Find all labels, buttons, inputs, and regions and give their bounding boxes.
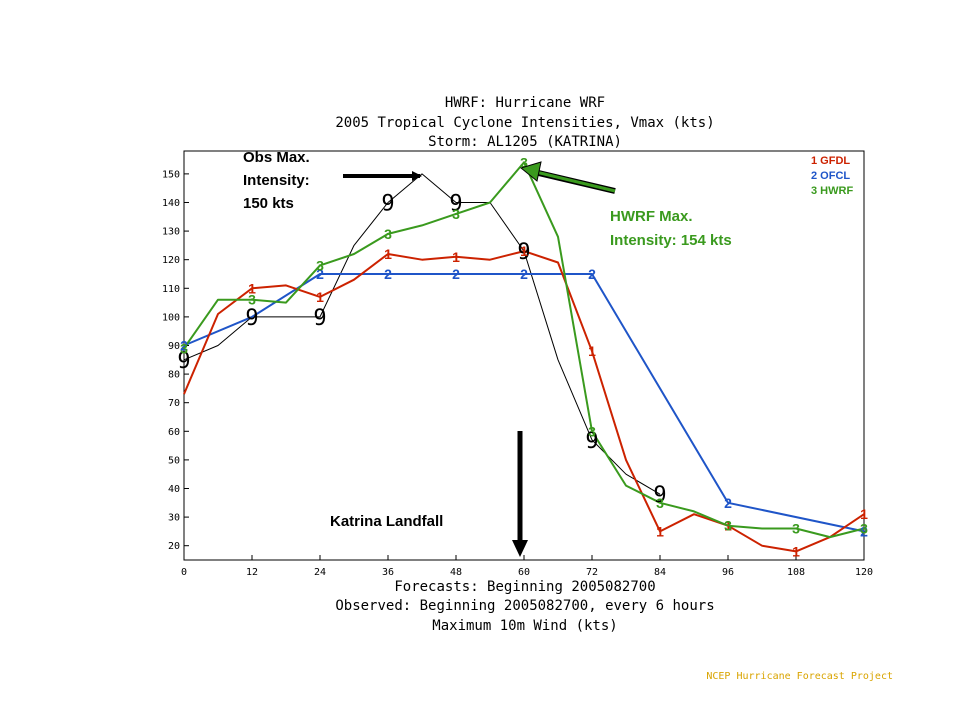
marker-observed-12: 9 (245, 306, 258, 331)
marker-hwrf-24: 3 (316, 257, 324, 273)
marker-gfdl-12: 1 (248, 280, 256, 296)
marker-ofcl-48: 2 (452, 266, 460, 282)
marker-ofcl-24: 2 (316, 266, 324, 282)
landfall-arrow-head (512, 540, 528, 557)
axis-ticks: 0 12 24 36 48 60 72 84 96 108 12020304050607080901… (162, 169, 873, 578)
x-tick-label-48: 48 (450, 567, 462, 578)
x-tick-label-96: 96 (722, 567, 734, 578)
x-tick-label-24: 24 (314, 567, 326, 578)
xlabel-line-2: Observed: Beginning 2005082700, every 6 … (335, 598, 714, 614)
marker-observed-60: 9 (517, 240, 530, 265)
series-line-hwrf (183, 161, 865, 539)
marker-hwrf-120: 3 (860, 521, 868, 537)
obs-max-line-1: Obs Max. (243, 149, 310, 166)
marker-gfdl-60: 1 (520, 243, 528, 259)
marker-observed-36: 9 (381, 191, 394, 216)
marker-gfdl-48: 1 (452, 249, 460, 265)
marker-observed-84: 9 (653, 483, 666, 508)
obs-max-line-3: 150 kts (243, 195, 294, 212)
marker-ofcl-120: 2 (860, 523, 868, 539)
marker-hwrf-48: 3 (452, 206, 460, 222)
series-line-ofcl (183, 273, 865, 533)
obs-max-annotation: Obs Max. Intensity: 150 kts (243, 149, 422, 212)
legend-gfdl: 1 GFDL (811, 155, 850, 167)
marker-gfdl-36: 1 (384, 246, 392, 262)
marker-hwrf-0: 3 (180, 340, 188, 356)
y-tick-label-100: 100 (162, 312, 180, 323)
x-tick-label-120: 120 (855, 567, 873, 578)
x-tick-label-72: 72 (586, 567, 598, 578)
footer-credit: NCEP Hurricane Forecast Project (706, 671, 893, 682)
legend-ofcl: 2 OFCL (811, 170, 850, 182)
marker-gfdl-108: 1 (792, 543, 800, 559)
xlabel-line-1: Forecasts: Beginning 2005082700 (394, 579, 655, 595)
marker-gfdl-72: 1 (588, 343, 596, 359)
marker-observed-0: 9 (177, 349, 190, 374)
y-tick-label-150: 150 (162, 169, 180, 180)
marker-hwrf-108: 3 (792, 521, 800, 537)
x-tick-label-60: 60 (518, 567, 530, 578)
marker-observed-48: 9 (449, 191, 462, 216)
legend-hwrf: 3 HWRF (811, 185, 853, 197)
x-tick-label-84: 84 (654, 567, 666, 578)
marker-gfdl-120: 1 (860, 506, 868, 522)
marker-ofcl-36: 2 (384, 266, 392, 282)
obs-max-line-2: Intensity: (243, 172, 310, 189)
marker-ofcl-72: 2 (588, 266, 596, 282)
y-tick-label-30: 30 (168, 513, 180, 524)
marker-ofcl-0: 2 (180, 337, 188, 353)
chart-title: HWRF: Hurricane WRF 2005 Tropical Cyclon… (335, 95, 714, 150)
marker-gfdl-24: 1 (316, 289, 324, 305)
legend: 1 GFDL 2 OFCL 3 HWRF (811, 155, 853, 197)
marker-observed-24: 9 (313, 306, 326, 331)
y-tick-label-70: 70 (168, 398, 180, 409)
y-tick-label-90: 90 (168, 341, 180, 352)
y-tick-label-50: 50 (168, 455, 180, 466)
landfall-annotation: Katrina Landfall (330, 431, 528, 557)
y-tick-label-80: 80 (168, 370, 180, 381)
marker-gfdl-84: 1 (656, 523, 664, 539)
series-line-observed (183, 173, 661, 495)
y-tick-label-40: 40 (168, 484, 180, 495)
marker-hwrf-96: 3 (724, 518, 732, 534)
marker-ofcl-96: 2 (724, 495, 732, 511)
x-tick-label-108: 108 (787, 567, 805, 578)
hwrf-max-arrow (519, 161, 616, 194)
marker-hwrf-12: 3 (248, 292, 256, 308)
x-tick-label-0: 0 (181, 567, 187, 578)
hwrf-max-line-2: Intensity: 154 kts (610, 232, 732, 249)
title-line-3: Storm: AL1205 (KATRINA) (428, 134, 622, 150)
marker-gfdl-96: 1 (724, 518, 732, 534)
y-tick-label-130: 130 (162, 227, 180, 238)
x-tick-label-12: 12 (246, 567, 258, 578)
hwrf-max-line-1: HWRF Max. (610, 208, 693, 225)
hwrf-max-annotation: HWRF Max. Intensity: 154 kts (519, 161, 732, 249)
marker-ofcl-60: 2 (520, 266, 528, 282)
marker-observed-72: 9 (585, 429, 598, 454)
landfall-label: Katrina Landfall (330, 513, 443, 530)
series-lines (183, 161, 865, 553)
title-line-2: 2005 Tropical Cyclone Intensities, Vmax … (335, 115, 714, 131)
marker-hwrf-60: 3 (520, 154, 528, 170)
x-tick-label-36: 36 (382, 567, 394, 578)
y-tick-label-110: 110 (162, 284, 180, 295)
y-tick-label-60: 60 (168, 427, 180, 438)
marker-hwrf-72: 3 (588, 423, 596, 439)
y-tick-label-120: 120 (162, 255, 180, 266)
y-tick-label-20: 20 (168, 541, 180, 552)
xlabel-line-3: Maximum 10m Wind (kts) (432, 618, 617, 634)
marker-hwrf-84: 3 (656, 495, 664, 511)
y-tick-label-140: 140 (162, 198, 180, 209)
x-axis-caption: Forecasts: Beginning 2005082700 Observed… (335, 579, 714, 634)
plot-frame (183, 150, 865, 561)
marker-hwrf-36: 3 (384, 226, 392, 242)
title-line-1: HWRF: Hurricane WRF (445, 95, 605, 111)
